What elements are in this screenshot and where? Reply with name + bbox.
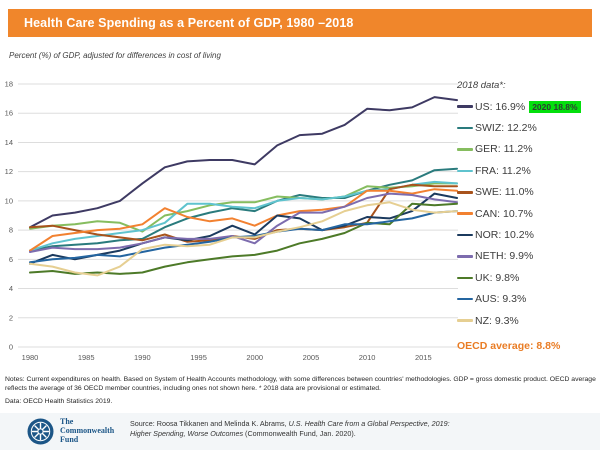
x-axis-tick-label: 1985 bbox=[78, 353, 95, 362]
legend-line-swatch bbox=[457, 148, 473, 151]
org-name-line: Fund bbox=[60, 435, 79, 444]
legend-item-aus: AUS: 9.3% bbox=[457, 289, 598, 310]
series-line-us bbox=[29, 96, 458, 229]
legend-label: AUS: 9.3% bbox=[475, 293, 527, 306]
legend-line-swatch bbox=[457, 233, 473, 237]
legend-item-can: CAN: 10.7% bbox=[457, 203, 598, 224]
x-axis-tick-label: 1980 bbox=[22, 353, 39, 362]
y-axis-tick-label: 18 bbox=[5, 80, 13, 89]
source-prefix: Source: Roosa Tikkanen and Melinda K. Ab… bbox=[130, 419, 289, 428]
series-line-swiz bbox=[29, 167, 458, 252]
legend-line-swatch bbox=[457, 105, 473, 108]
source-suffix: (Commonwealth Fund, Jan. 2020). bbox=[243, 429, 356, 439]
source-citation: Source: Roosa Tikkanen and Melinda K. Ab… bbox=[130, 419, 460, 439]
data-source-note: Data: OECD Health Statistics 2019. bbox=[5, 398, 113, 405]
legend-line-swatch bbox=[457, 191, 473, 194]
series-line-ger bbox=[29, 182, 458, 233]
line-chart: 0 2 4 6 8 10 12 14 16 18 1980 1985 1990 1995 2000 2005 2… bbox=[5, 80, 458, 362]
legend-item-ger: GER: 11.2% bbox=[457, 139, 598, 160]
legend-item-nor: NOR: 10.2% bbox=[457, 224, 598, 245]
x-axis-tick-label: 2015 bbox=[415, 353, 432, 362]
chart-legend: 2018 data*: US: 16.9% 2020 18.8% SWIZ: 12.… bbox=[457, 80, 598, 331]
oecd-average-label: OECD average: 8.8% bbox=[457, 340, 561, 352]
x-axis-tick-label: 2005 bbox=[303, 353, 320, 362]
legend-label: SWIZ: 12.2% bbox=[475, 122, 537, 135]
series-line-uk bbox=[29, 202, 458, 275]
legend-line-swatch bbox=[457, 169, 473, 173]
y-axis-tick-label: 2 bbox=[9, 313, 13, 322]
legend-item-swe: SWE: 11.0% bbox=[457, 182, 598, 203]
legend-item-fra: FRA: 11.2% bbox=[457, 160, 598, 181]
x-axis-tick-label: 1990 bbox=[134, 353, 151, 362]
legend-label: UK: 9.8% bbox=[475, 271, 520, 284]
legend-items: US: 16.9% 2020 18.8% SWIZ: 12.2% GER: 11.2%… bbox=[457, 96, 598, 331]
chart-subtitle: Percent (%) of GDP, adjusted for differe… bbox=[9, 51, 221, 60]
y-axis-tick-label: 4 bbox=[9, 284, 13, 293]
y-axis-tick-label: 8 bbox=[9, 226, 13, 235]
org-name: The Commonwealth Fund bbox=[60, 417, 114, 444]
legend-line-swatch bbox=[457, 276, 473, 280]
us-2020-annotation-badge: 2020 18.8% bbox=[529, 100, 581, 113]
legend-item-uk: UK: 9.8% bbox=[457, 267, 598, 288]
y-axis-tick-label: 12 bbox=[5, 167, 13, 176]
legend-line-swatch bbox=[457, 126, 473, 130]
legend-item-neth: NETH: 9.9% bbox=[457, 246, 598, 267]
title-bar: Health Care Spending as a Percent of GDP… bbox=[8, 9, 592, 37]
legend-label: SWE: 11.0% bbox=[475, 186, 534, 199]
legend-item-nz: NZ: 9.3% bbox=[457, 310, 598, 331]
legend-line-swatch bbox=[457, 319, 473, 322]
legend-label: GER: 11.2% bbox=[475, 143, 533, 156]
x-axis-tick-label: 1995 bbox=[190, 353, 207, 362]
page-title: Health Care Spending as a Percent of GDP… bbox=[24, 16, 354, 30]
legend-item-us: US: 16.9% 2020 18.8% bbox=[457, 96, 598, 117]
series-line-neth bbox=[29, 192, 458, 253]
y-axis-tick-label: 0 bbox=[9, 343, 13, 352]
legend-label: NOR: 10.2% bbox=[475, 229, 534, 242]
legend-label: NZ: 9.3% bbox=[475, 314, 519, 327]
y-axis-tick-label: 6 bbox=[9, 255, 13, 264]
commonwealth-fund-logo-icon bbox=[27, 418, 54, 445]
footer: The Commonwealth Fund Source: Roosa Tikk… bbox=[0, 413, 600, 450]
legend-label: FRA: 11.2% bbox=[475, 164, 531, 177]
legend-line-swatch bbox=[457, 212, 473, 215]
notes-text: Notes: Current expenditures on health. B… bbox=[5, 376, 596, 393]
legend-item-swiz: SWIZ: 12.2% bbox=[457, 117, 598, 138]
series-line-nz bbox=[29, 201, 458, 277]
x-axis-tick-label: 2010 bbox=[359, 353, 376, 362]
y-axis-tick-label: 14 bbox=[5, 138, 13, 147]
org-name-line: The bbox=[60, 417, 74, 426]
y-axis-tick-label: 10 bbox=[5, 196, 13, 205]
series-line-can bbox=[29, 188, 458, 252]
legend-label: NETH: 9.9% bbox=[475, 250, 534, 263]
legend-line-swatch bbox=[457, 255, 473, 258]
y-axis-tick-label: 16 bbox=[5, 109, 13, 118]
legend-label: US: 16.9% bbox=[475, 100, 526, 113]
legend-heading: 2018 data*: bbox=[457, 80, 506, 91]
org-name-line: Commonwealth bbox=[60, 426, 115, 435]
source-title: U.S. Health Care from a Global Perspecti… bbox=[130, 419, 450, 439]
legend-label: CAN: 10.7% bbox=[475, 207, 533, 220]
legend-line-swatch bbox=[457, 297, 473, 301]
x-axis-tick-label: 2000 bbox=[246, 353, 263, 362]
